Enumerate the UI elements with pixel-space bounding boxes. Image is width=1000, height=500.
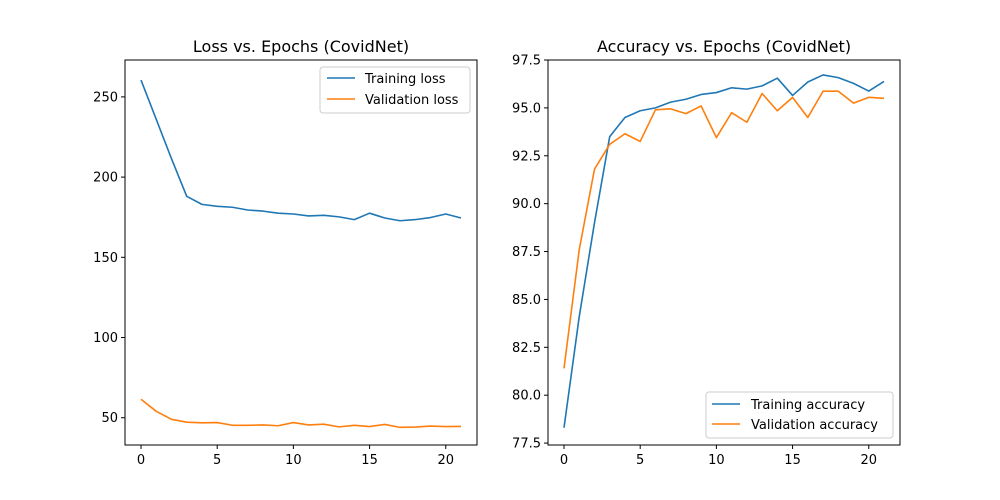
y-tick-label: 77.5 [512, 437, 541, 452]
x-tick-label: 15 [784, 453, 801, 468]
y-tick-label: 97.5 [512, 54, 541, 69]
accuracy-chart-title: Accuracy vs. Epochs (CovidNet) [597, 37, 851, 56]
x-tick-label: 10 [285, 453, 302, 468]
series-line-validation-loss [140, 398, 462, 429]
y-tick-label: 100 [93, 331, 118, 346]
y-tick-label: 85.0 [512, 293, 541, 308]
accuracy-chart-legend: Training accuracy Validation accuracy [705, 391, 894, 439]
legend-label-training-loss: Training loss [364, 72, 446, 87]
series-line-training-accuracy [563, 74, 885, 428]
loss-chart-legend: Training loss Validation loss [319, 66, 471, 114]
series-line-training-loss [140, 79, 462, 222]
accuracy-chart-ticks: 0 5 10 15 20 77.5 80.0 82.5 85.0 87.5 90.0 92.5 95.0… [512, 54, 877, 469]
y-tick-label: 95.0 [512, 101, 541, 116]
legend-label-training-accuracy: Training accuracy [750, 398, 865, 413]
series-line-validation-accuracy [563, 90, 885, 369]
x-tick-label: 5 [636, 453, 644, 468]
y-tick-label: 150 [93, 251, 118, 266]
accuracy-chart: Accuracy vs. Epochs (CovidNet) 0 5 10 15 20 7… [512, 37, 901, 469]
x-tick-label: 0 [137, 453, 145, 468]
x-tick-label: 15 [361, 453, 378, 468]
y-tick-label: 90.0 [512, 197, 541, 212]
y-tick-label: 50 [101, 411, 118, 426]
y-tick-label: 250 [93, 90, 118, 105]
y-tick-label: 92.5 [512, 149, 541, 164]
legend-label-validation-loss: Validation loss [365, 93, 459, 108]
x-tick-label: 0 [560, 453, 568, 468]
loss-chart-lines [140, 79, 462, 429]
x-tick-label: 20 [860, 453, 877, 468]
loss-chart-title: Loss vs. Epochs (CovidNet) [193, 37, 409, 56]
x-tick-label: 10 [708, 453, 725, 468]
loss-chart-ticks: 0 5 10 15 20 50 100 150 200 250 [93, 90, 454, 468]
legend-label-validation-accuracy: Validation accuracy [751, 418, 878, 433]
accuracy-chart-lines [563, 74, 885, 428]
legend-box [319, 66, 471, 114]
y-tick-label: 82.5 [512, 341, 541, 356]
x-tick-label: 5 [213, 453, 221, 468]
legend-box [705, 391, 894, 439]
accuracy-chart-frame [547, 59, 901, 446]
y-tick-label: 87.5 [512, 245, 541, 260]
x-tick-label: 20 [437, 453, 454, 468]
loss-chart-frame [124, 59, 478, 446]
y-tick-label: 80.0 [512, 389, 541, 404]
y-tick-label: 200 [93, 171, 118, 186]
loss-chart: Loss vs. Epochs (CovidNet) 0 5 10 15 20 50 100… [93, 37, 478, 468]
